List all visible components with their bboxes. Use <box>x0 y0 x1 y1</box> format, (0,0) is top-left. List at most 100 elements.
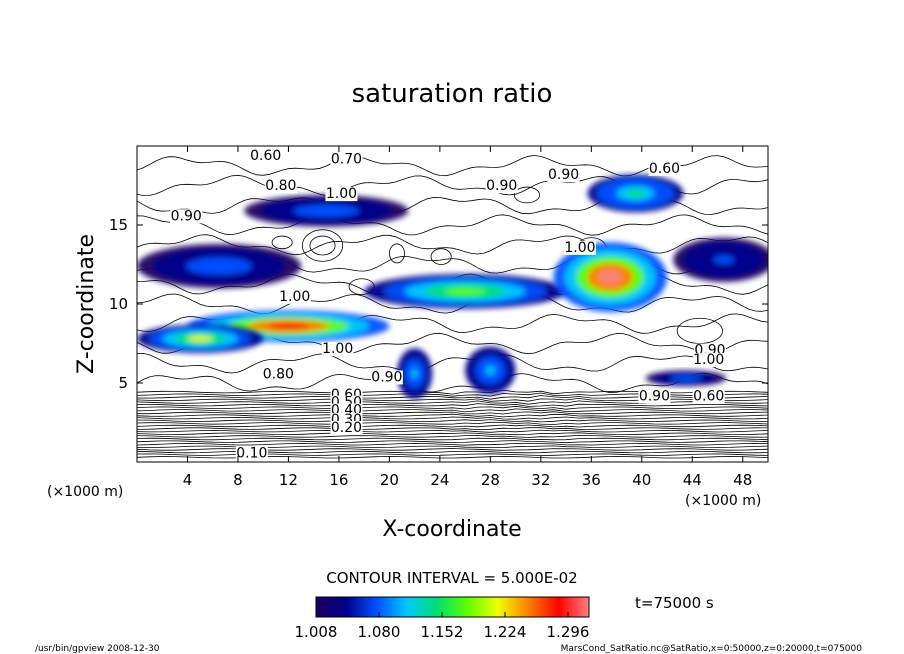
contour-label-bg <box>170 209 203 224</box>
region-right-band <box>673 237 768 282</box>
plot-area: 0.60 0.70 0.60 0.80 1.00 0.90 0.90 0.90 1.00 1.00… <box>137 146 768 462</box>
time-label: t=75000 s <box>635 594 714 612</box>
region-middle-band <box>137 243 302 289</box>
region-upper-band-left <box>244 194 409 227</box>
contour-label-bg <box>648 161 681 176</box>
x-tick-label: 40 <box>632 471 651 489</box>
contour-line <box>137 403 768 407</box>
contour-label: 0.80 <box>265 178 296 194</box>
contour-ring <box>388 243 405 264</box>
contour-line <box>137 432 768 436</box>
contour-line <box>137 427 768 431</box>
contour-line <box>137 434 768 438</box>
contour-line <box>137 352 768 374</box>
chart-title: saturation ratio <box>352 79 553 109</box>
footer-left: /usr/bin/gpview 2008-12-30 <box>35 644 160 654</box>
contour-line <box>137 372 768 394</box>
contour-ring <box>301 229 344 262</box>
region-layer <box>713 255 734 265</box>
contour-labels: 0.60 0.70 0.60 0.80 1.00 0.90 0.90 0.90 1.00 1.00… <box>170 148 726 461</box>
region-surface-band-right <box>645 370 727 387</box>
contour-ring <box>430 248 452 265</box>
contour-line <box>137 437 768 441</box>
contour-label: 0.90 <box>639 388 670 404</box>
x-tick-label: 16 <box>329 471 348 489</box>
x-tick-label: 4 <box>183 471 193 489</box>
colorbar <box>315 596 590 618</box>
contour-ring <box>309 235 336 256</box>
colorbar-tick-label: 1.152 <box>421 623 464 641</box>
contour-label: 1.00 <box>564 240 595 256</box>
x-unit-label-left: (×1000 m) <box>47 484 123 500</box>
contour-label-bg <box>563 240 596 255</box>
contour-line <box>137 419 768 423</box>
contour-label: 1.00 <box>693 352 724 368</box>
footer-right: MarsCond_SatRatio.nc@SatRatio,x=0:50000,… <box>561 644 863 654</box>
contour-label: 1.00 <box>322 341 353 357</box>
x-axis-ticks: 4 8 12 16 20 24 28 32 36 40 44 48 <box>183 146 752 489</box>
contour-ring <box>676 317 723 344</box>
contour-label-bg <box>249 149 282 164</box>
contour-label-bg <box>325 187 358 202</box>
contour-label-bg <box>330 152 363 167</box>
contour-label: 0.90 <box>486 178 517 194</box>
region-layer <box>444 287 486 295</box>
contour-label: 1.00 <box>279 289 310 305</box>
region-layer <box>598 270 622 285</box>
contour-label: 0.60 <box>649 161 680 177</box>
contour-label-bg <box>264 179 297 194</box>
contour-label: 1.00 <box>326 186 357 202</box>
region-surface-bubble-2 <box>465 346 516 395</box>
x-tick-label: 24 <box>430 471 449 489</box>
contour-label: 0.60 <box>693 388 724 404</box>
x-tick-label: 28 <box>481 471 500 489</box>
x-tick-label: 32 <box>531 471 550 489</box>
contour-interval: CONTOUR INTERVAL = 5.000E-02 <box>326 569 577 587</box>
contour-label-bg <box>262 367 295 382</box>
colorbar-tick-label: 1.296 <box>547 623 590 641</box>
colorbar-tick-label: 1.080 <box>358 623 401 641</box>
contour-label-bg <box>330 420 363 435</box>
contour-line <box>137 413 768 418</box>
contour-line <box>137 440 768 444</box>
y-tick-label: 5 <box>118 374 128 392</box>
x-tick-label: 48 <box>733 471 752 489</box>
region-top-right-cloud <box>587 174 684 213</box>
contour-line <box>137 214 768 236</box>
region-surface-bubble-1 <box>396 348 433 399</box>
region-layer <box>625 189 646 198</box>
contour-label-bg <box>692 353 725 368</box>
contour-label-bg <box>235 446 268 461</box>
region-layer <box>187 335 213 342</box>
colorbar-ticks: 1.008 1.080 1.152 1.224 1.296 <box>295 612 590 641</box>
contour-label: 0.90 <box>171 208 202 224</box>
contour-label-bg <box>321 341 354 356</box>
region-layer <box>268 322 309 330</box>
y-axis-label: Z-coordinate <box>74 234 99 374</box>
region-diagonal-band-mid <box>364 273 567 309</box>
region-layer <box>411 368 419 379</box>
contour-line <box>137 408 768 413</box>
contour-label-bg <box>485 179 518 194</box>
contour-label: 0.20 <box>331 420 362 436</box>
y-tick-label: 15 <box>109 216 128 234</box>
y-tick-label: 10 <box>109 295 128 313</box>
contour-label: 0.90 <box>548 167 579 183</box>
contour-label: 0.10 <box>236 445 267 461</box>
x-tick-label: 20 <box>380 471 399 489</box>
region-right-plume <box>553 242 668 312</box>
region-layer <box>309 207 343 214</box>
colorbar-tick-label: 1.008 <box>295 623 338 641</box>
contour-label-bg <box>547 168 580 183</box>
contour-label-bg <box>692 389 725 404</box>
contour-label: 0.90 <box>371 369 402 385</box>
contour-line <box>137 424 768 428</box>
contour-line <box>137 421 768 425</box>
contour-ring <box>513 186 540 204</box>
contour-line <box>137 429 768 433</box>
supersaturated-regions <box>137 174 768 399</box>
contour-line <box>137 411 768 415</box>
contour-label: 0.80 <box>263 366 294 382</box>
x-unit-label-right: (×1000 m) <box>685 493 761 509</box>
x-tick-label: 8 <box>233 471 243 489</box>
